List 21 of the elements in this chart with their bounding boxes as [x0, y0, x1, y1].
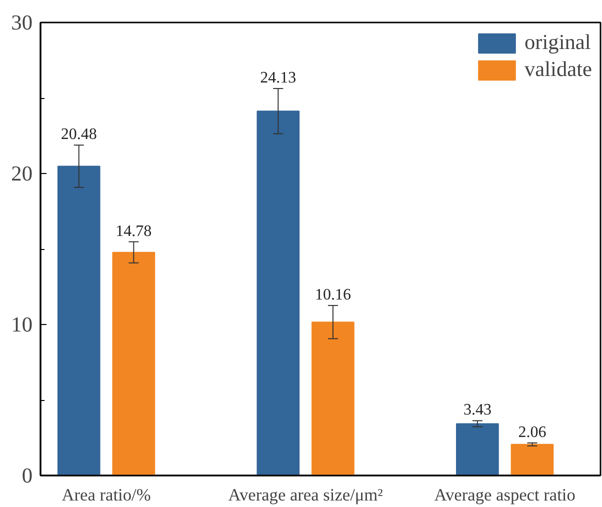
bar [57, 166, 100, 476]
legend-label: validate [524, 57, 592, 82]
data-label: 2.06 [518, 424, 546, 441]
bar [312, 322, 354, 476]
data-label: 10.16 [314, 286, 351, 304]
bar [112, 252, 156, 476]
data-label: 14.78 [116, 222, 152, 240]
data-label: 20.48 [60, 126, 97, 144]
legend-label: original [524, 30, 591, 55]
y-tick-label: 10 [11, 312, 32, 336]
bar [456, 423, 499, 476]
data-label: 24.13 [260, 69, 296, 86]
y-tick-label: 20 [11, 162, 32, 186]
x-tick-label: Area ratio/% [62, 486, 151, 504]
data-label: 3.43 [463, 402, 492, 419]
bar [510, 444, 554, 476]
bar [256, 110, 300, 476]
y-tick-label: 0 [22, 464, 33, 488]
x-tick-label: Average area size/μm² [228, 486, 383, 504]
x-tick-label: Average aspect ratio [434, 486, 576, 504]
y-tick-label: 30 [11, 10, 32, 34]
